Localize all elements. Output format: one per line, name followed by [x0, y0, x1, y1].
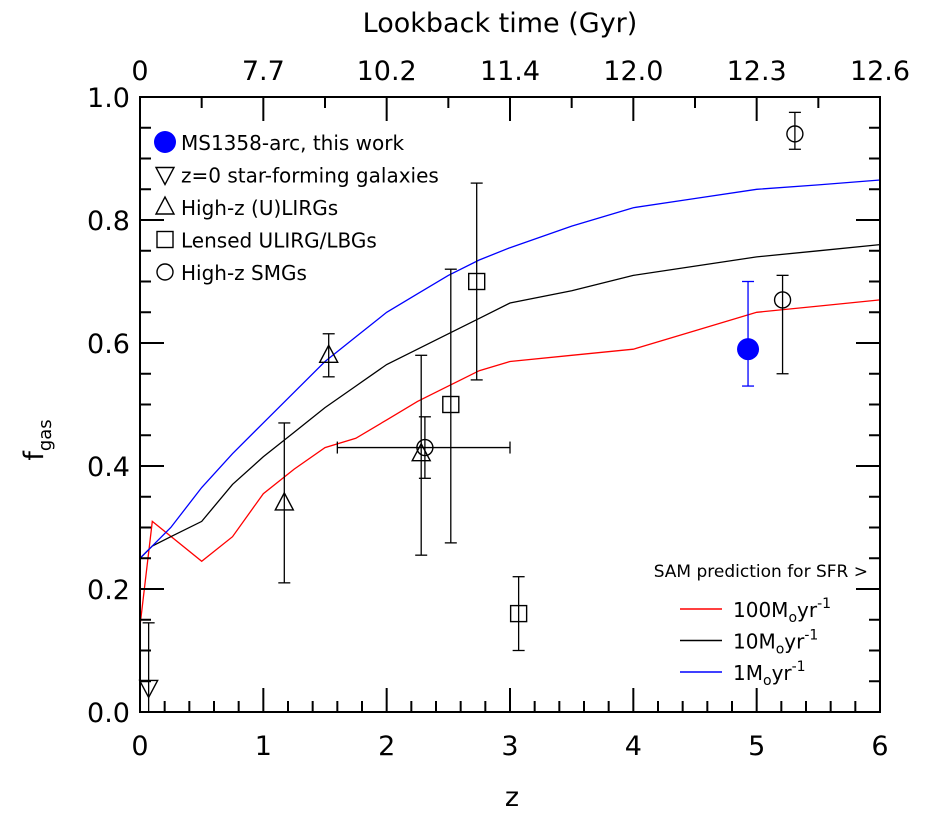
y-tick-label: 0.4: [87, 452, 130, 483]
y-tick-label: 0.6: [87, 329, 130, 360]
top-tick-label: 12.3: [727, 56, 787, 87]
top-tick-label: 10.2: [357, 56, 417, 87]
sam-legend-label: 1Moyr-1: [733, 659, 806, 689]
x-tick-label: 3: [501, 731, 518, 762]
sam-lines: [139, 179, 881, 626]
marker-ulirg: [318, 343, 339, 363]
sam-legend: SAM prediction for SFR > 100Moyr-110Moyr-…: [654, 562, 868, 689]
legend-item-lensed: Lensed ULIRG/LBGs: [156, 229, 377, 253]
legend-marker-ulirg: [154, 195, 176, 215]
top-axis-label: Lookback time (Gyr): [363, 8, 638, 39]
y-tick-label: 0.0: [87, 698, 130, 729]
legend-label: High-z (U)LIRGs: [181, 196, 338, 220]
legend-marker-ms1358: [154, 131, 176, 153]
data-point-ms1358: [737, 280, 760, 387]
data-point-lensed: [442, 268, 460, 544]
y-tick-label: 0.2: [87, 575, 130, 606]
legend-item-smg: High-z SMGs: [156, 261, 307, 285]
marker-ms1358: [737, 338, 760, 361]
x-tick-label: 0: [131, 731, 148, 762]
x-tick-label: 6: [871, 731, 888, 762]
sam-legend-item-sfr10: 10Moyr-1: [680, 628, 818, 658]
marker-lensed: [509, 604, 528, 623]
legend-label: z=0 star-forming galaxies: [181, 164, 439, 188]
top-tick-label: 12.6: [850, 56, 910, 87]
y-axis-label: fgas: [19, 419, 56, 460]
marker-smg: [786, 125, 804, 143]
marker-z0: [138, 679, 159, 699]
legend-label: MS1358-arc, this work: [181, 131, 404, 155]
axis-labels: z Lookback time (Gyr) fgas: [19, 8, 637, 813]
x-axis-label: z: [505, 782, 519, 813]
legend-item-ms1358: MS1358-arc, this work: [154, 131, 404, 155]
sam-legend-item-sfr1: 1Moyr-1: [680, 659, 806, 689]
data-point-lensed: [509, 576, 528, 652]
axes: 0 1 2 3 4 5 6 0 7.7 10.2 11.4 12.0 12.3 12.6 0.0 0.2 0.4…: [87, 56, 910, 762]
data-point-smg: [786, 111, 804, 150]
data-point-smg: [336, 416, 511, 479]
x-tick-label: 1: [255, 731, 272, 762]
data-point-ulirg: [318, 333, 339, 378]
legend-marker-z0: [154, 166, 176, 186]
data-point-z0: [138, 622, 159, 713]
y-tick-label: 1.0: [87, 83, 130, 114]
legend-label: High-z SMGs: [181, 261, 307, 285]
top-tick-label: 11.4: [480, 56, 540, 87]
legend-item-z0: z=0 star-forming galaxies: [154, 164, 439, 188]
top-tick-label: 12.0: [603, 56, 663, 87]
data-point-ulirg: [274, 422, 295, 584]
sam-legend-title: SAM prediction for SFR >: [654, 562, 868, 582]
sam-legend-label: 100Moyr-1: [733, 596, 831, 626]
marker-smg: [773, 291, 792, 309]
x-tick-label: 4: [625, 731, 642, 762]
sam-line-sfr100: [139, 299, 881, 626]
x-tick-label: 2: [378, 731, 395, 762]
data-points: [138, 111, 804, 713]
marker-lensed: [468, 272, 486, 291]
data-point-smg: [773, 274, 792, 375]
legend-marker-lensed: [156, 230, 174, 249]
marker-lensed: [442, 395, 460, 414]
sam-legend-item-sfr100: 100Moyr-1: [680, 596, 831, 626]
data-point-lensed: [468, 182, 486, 381]
y-tick-label: 0.8: [87, 206, 130, 237]
marker-ulirg: [274, 491, 295, 511]
top-tick-label: 7.7: [242, 56, 285, 87]
sam-legend-label: 10Moyr-1: [733, 628, 818, 658]
legend: MS1358-arc, this work z=0 star-forming ga…: [154, 131, 439, 285]
sam-line-sfr10: [139, 243, 881, 559]
legend-marker-smg: [156, 263, 174, 281]
sam-line-sfr1: [139, 179, 881, 559]
legend-label: Lensed ULIRG/LBGs: [181, 229, 377, 253]
top-tick-label: 0: [131, 56, 148, 87]
legend-item-ulirg: High-z (U)LIRGs: [154, 195, 338, 220]
x-tick-label: 5: [748, 731, 765, 762]
marker-smg: [416, 438, 434, 457]
marker-ulirg: [411, 442, 432, 462]
